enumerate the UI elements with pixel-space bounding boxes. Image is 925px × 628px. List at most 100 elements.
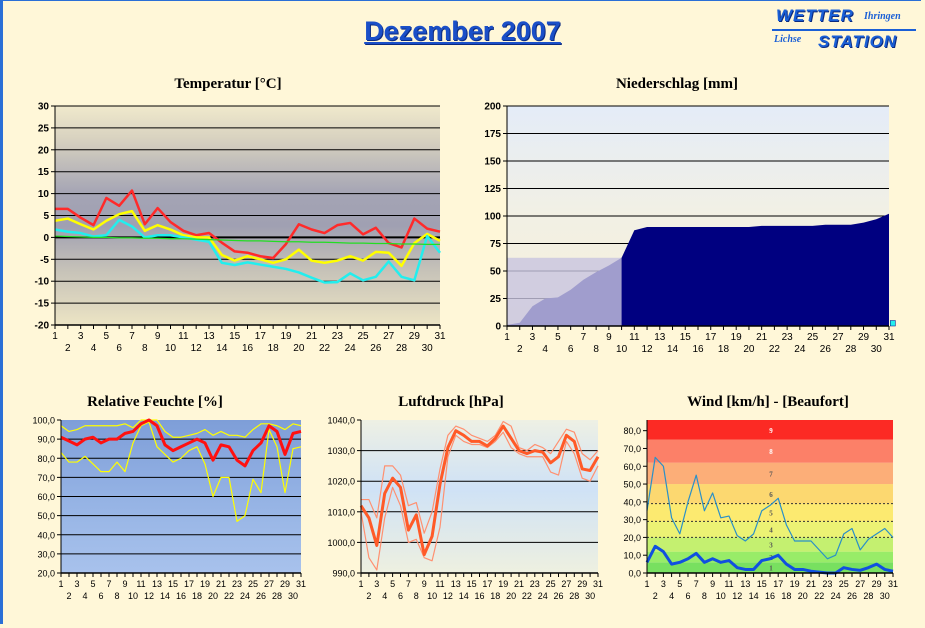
beaufort-band-8 [647, 439, 893, 463]
x-tick-label: 9 [606, 332, 612, 343]
wind-series-gusts [646, 456, 894, 560]
x-tick-label: 17 [773, 579, 783, 589]
x-tick-label: 23 [232, 579, 242, 589]
x-tick-label: 23 [822, 579, 832, 589]
x-tick-label: 12 [144, 591, 154, 601]
x-tick-label: 8 [593, 344, 599, 355]
x-tick-label: 4 [382, 591, 387, 601]
y-tick-label: -15 [35, 299, 50, 310]
x-tick-label: 19 [200, 579, 210, 589]
x-tick-label: 10 [165, 343, 177, 354]
x-tick-label: 30 [880, 591, 890, 601]
x-tick-label: 14 [667, 344, 679, 355]
x-tick-label: 22 [522, 591, 532, 601]
press-series-mean [359, 424, 600, 557]
x-tick-label: 27 [855, 579, 865, 589]
x-tick-label: 14 [216, 343, 228, 354]
x-tick-label: 21 [514, 579, 524, 589]
x-tick-label: 25 [807, 332, 819, 343]
logo-divider [772, 29, 916, 31]
beaufort-label: 5 [769, 510, 773, 518]
x-tick-label: 24 [831, 591, 841, 601]
temp-series-normal [54, 235, 440, 246]
x-tick-label: 8 [414, 591, 419, 601]
x-tick-label: 5 [677, 579, 682, 589]
x-tick-label: 23 [782, 332, 794, 343]
x-tick-label: 12 [443, 591, 453, 601]
x-tick-label: 24 [538, 591, 548, 601]
temp-series-mean [54, 209, 441, 268]
y-tick-label: 30,0 [37, 549, 55, 559]
x-tick-label: 17 [255, 331, 267, 342]
y-tick-label: 125 [484, 184, 501, 195]
x-tick-label: 15 [680, 332, 692, 343]
x-tick-label: 25 [248, 579, 258, 589]
x-tick-label: 20 [743, 344, 755, 355]
x-tick-label: 18 [268, 343, 280, 354]
y-tick-label: 30 [38, 102, 50, 113]
x-tick-label: 14 [160, 591, 170, 601]
x-tick-label: 13 [654, 332, 666, 343]
x-tick-label: 7 [106, 579, 111, 589]
y-tick-label: 75 [490, 239, 502, 250]
x-tick-label: 31 [883, 332, 895, 343]
x-tick-label: 18 [490, 591, 500, 601]
precipitation-chart-title: Niederschlag [mm] [615, 76, 739, 92]
y-tick-label: 150 [484, 157, 501, 168]
x-tick-label: 27 [383, 331, 395, 342]
y-tick-label: 175 [484, 129, 501, 140]
x-tick-label: 25 [357, 331, 369, 342]
y-tick-label: 0,0 [628, 569, 641, 579]
x-tick-label: 9 [422, 579, 427, 589]
x-tick-label: 11 [435, 579, 444, 589]
x-tick-label: 11 [136, 579, 145, 589]
precip-daily-bar [890, 320, 896, 327]
x-tick-label: 17 [705, 332, 717, 343]
humidity-chart-title: Relative Feuchte [%] [87, 394, 223, 410]
x-tick-label: 29 [409, 331, 421, 342]
y-tick-label: 25 [490, 294, 502, 305]
x-tick-label: 26 [847, 591, 857, 601]
x-tick-label: 9 [122, 579, 127, 589]
hum-series-min [60, 421, 302, 522]
x-tick-label: 13 [152, 579, 162, 589]
x-tick-label: 28 [396, 343, 408, 354]
x-tick-label: 7 [694, 579, 699, 589]
x-tick-label: 6 [568, 344, 574, 355]
temp-chart: 302520151050-5-10-15-2012345678910111213… [35, 102, 446, 355]
x-tick-label: 2 [65, 343, 71, 354]
y-tick-label: 1030,0 [327, 446, 355, 456]
y-tick-label: 1020,0 [327, 477, 355, 487]
x-tick-label: 26 [553, 591, 563, 601]
hum-series-mean [60, 418, 302, 468]
y-tick-label: 10,0 [623, 551, 641, 561]
x-tick-label: 29 [872, 579, 882, 589]
y-tick-label: 1000,0 [327, 538, 355, 548]
x-tick-label: 28 [272, 591, 282, 601]
x-tick-label: 28 [845, 344, 857, 355]
hum-chart: 100,090,080,070,060,050,040,030,020,0123… [32, 416, 306, 602]
x-tick-label: 31 [296, 579, 306, 589]
x-tick-label: 30 [422, 343, 434, 354]
x-tick-label: 22 [319, 343, 331, 354]
y-tick-label: 80,0 [623, 426, 641, 436]
x-tick-label: 22 [769, 344, 781, 355]
x-tick-label: 3 [78, 331, 84, 342]
beaufort-band-9 [647, 420, 893, 440]
x-tick-label: 30 [585, 591, 595, 601]
y-tick-label: -10 [35, 277, 50, 288]
x-tick-label: 2 [366, 591, 371, 601]
y-tick-label: 1010,0 [327, 507, 355, 517]
y-tick-label: 70,0 [623, 444, 641, 454]
pressure-chart-title: Luftdruck [hPa] [398, 394, 504, 410]
temperature-chart-title: Temperatur [°C] [174, 76, 282, 92]
y-tick-label: 90,0 [37, 435, 55, 445]
y-tick-label: 5 [43, 211, 49, 222]
press-series-max [361, 420, 599, 534]
x-tick-label: 5 [555, 332, 561, 343]
x-tick-label: 15 [168, 579, 178, 589]
x-tick-label: 24 [794, 344, 806, 355]
y-tick-label: 30,0 [623, 515, 641, 525]
x-tick-label: 19 [731, 332, 743, 343]
